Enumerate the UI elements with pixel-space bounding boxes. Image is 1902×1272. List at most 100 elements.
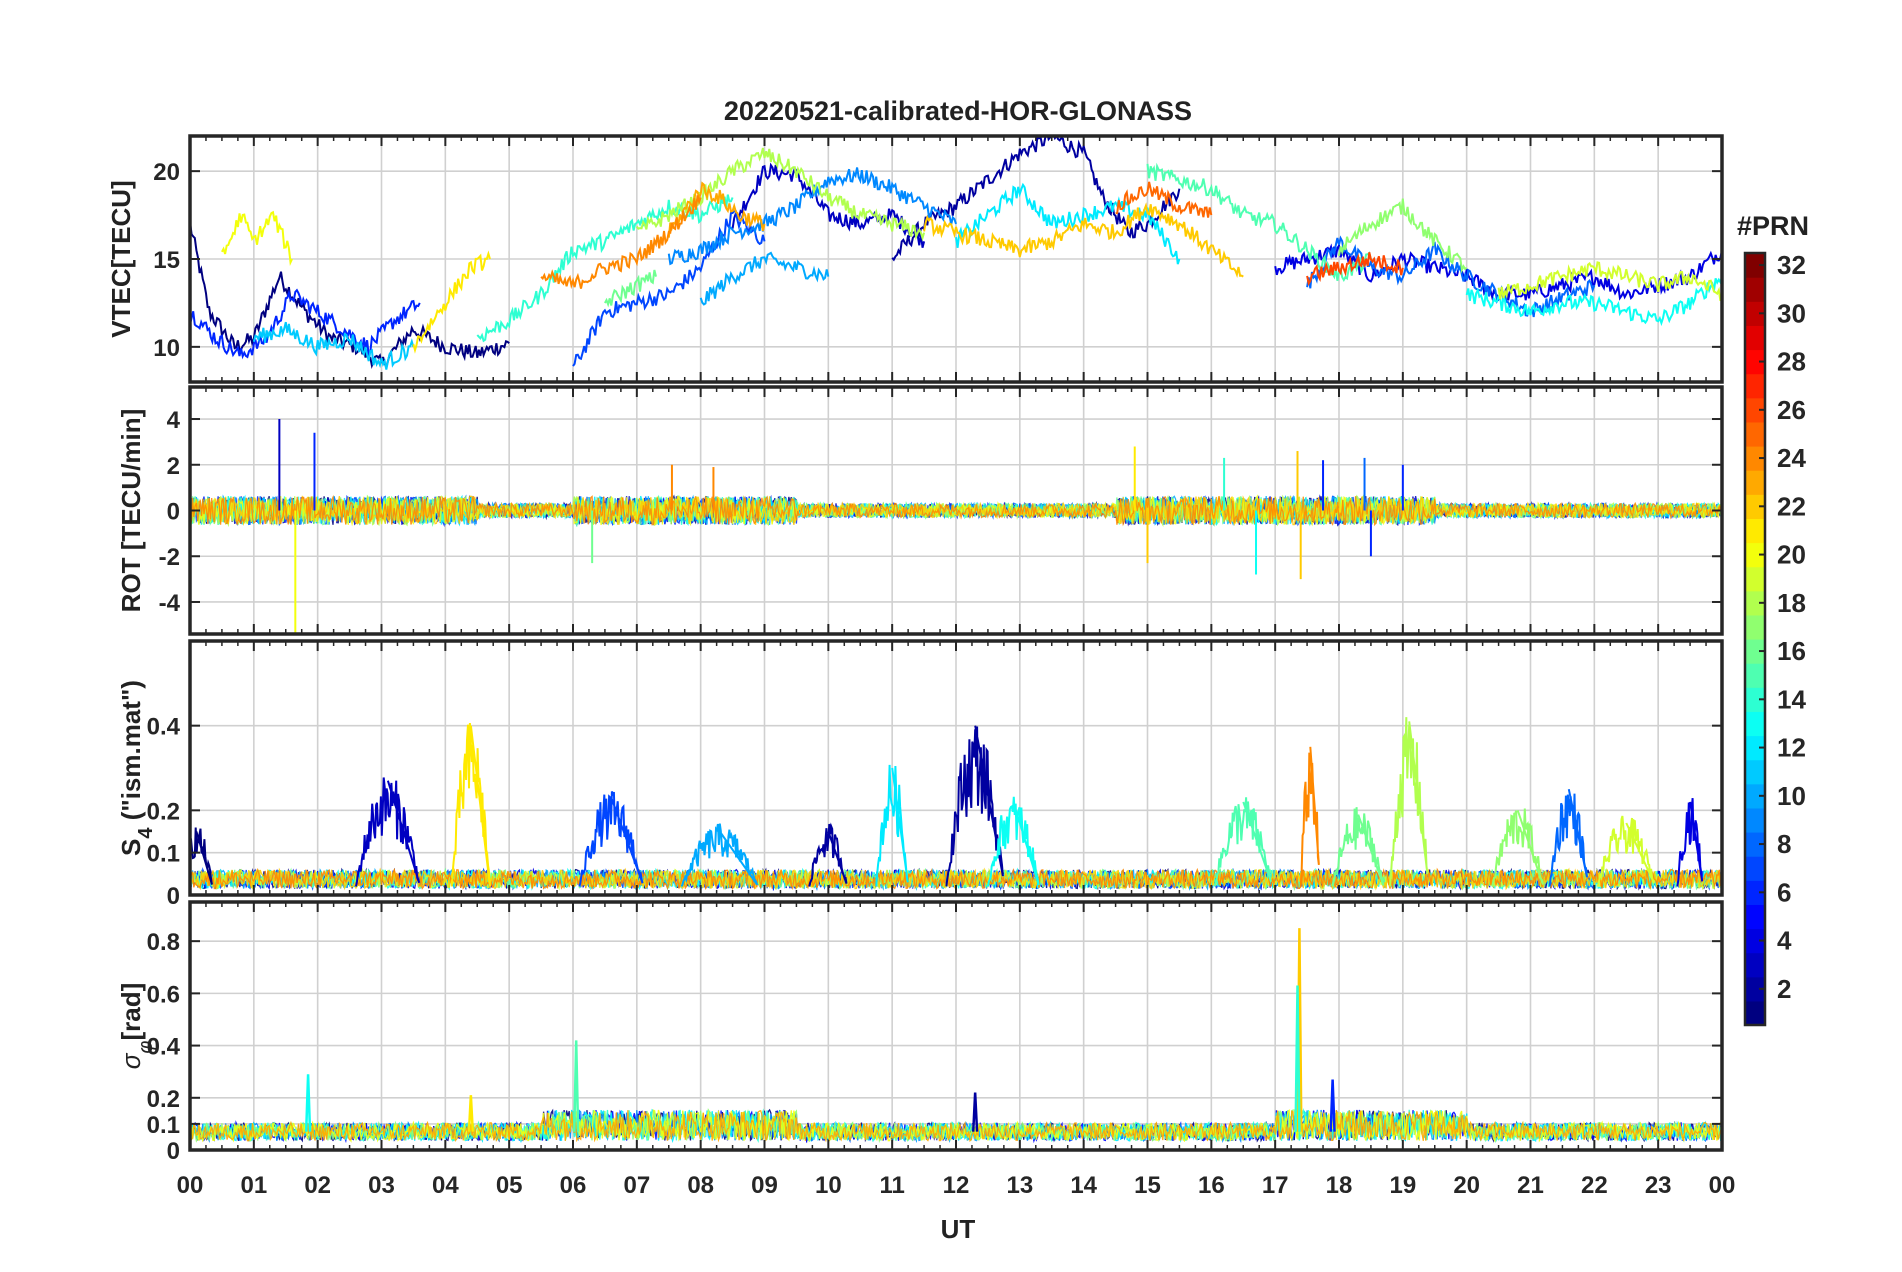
scintillation-event: [808, 822, 848, 887]
colorbar-segment: [1745, 783, 1765, 809]
scintillation-event: [945, 725, 1004, 887]
colorbar-segment: [1745, 590, 1765, 616]
y-tick-label: 0: [167, 883, 180, 910]
y-tick-label: 0.1: [147, 841, 180, 868]
y-tick-label: 20: [153, 159, 180, 186]
colorbar-segment: [1745, 639, 1765, 664]
x-tick-label: 12: [943, 1172, 970, 1199]
x-tick-label: 18: [1326, 1172, 1353, 1199]
series-line-prn-22: [923, 202, 1244, 278]
colorbar-tick-label: 12: [1777, 733, 1806, 763]
series-line-prn-24: [190, 867, 1722, 891]
grid: [189, 641, 1723, 896]
series-line-prn-24: [190, 494, 1722, 527]
colorbar-label: #PRN: [1737, 211, 1809, 241]
colorbar-segment: [1745, 397, 1765, 423]
x-tick-label: 20: [1453, 1172, 1480, 1199]
x-tick-label: 06: [560, 1172, 587, 1199]
colorbar-tick-label: 14: [1777, 684, 1806, 714]
y-axis-label: S4 ("ism.mat"): [116, 680, 157, 856]
colorbar-segment: [1745, 759, 1765, 785]
spike-mark: [304, 1074, 312, 1132]
colorbar-segment: [1745, 349, 1765, 375]
series-line-prn-17: [1338, 198, 1468, 274]
y-tick-label: 2: [167, 453, 180, 480]
y-tick-label: 0.6: [147, 981, 180, 1008]
series-line-prn-24: [540, 195, 702, 290]
scintillation-event: [1331, 807, 1385, 887]
y-axis-label: ROT [TECU/min]: [116, 409, 146, 613]
series-line-prn-21: [412, 250, 491, 354]
x-tick-label: 00: [1709, 1172, 1736, 1199]
series-line-prn-12: [955, 182, 1181, 265]
y-tick-label: 0.4: [147, 1034, 181, 1061]
colorbar-segment: [1745, 928, 1765, 954]
spike-mark: [971, 1092, 979, 1132]
x-tick-label: 02: [304, 1172, 331, 1199]
x-tick-label: 11: [879, 1172, 904, 1199]
series-line-prn-11: [252, 321, 415, 370]
scintillation-event: [680, 823, 759, 887]
y-tick-label: 4: [167, 407, 181, 434]
colorbar-tick-label: 28: [1777, 347, 1806, 377]
colorbar-tick-label: 16: [1777, 636, 1806, 666]
colorbar-segment: [1745, 952, 1765, 978]
series-line-prn-23: [190, 1109, 1722, 1143]
axes-frame: [188, 134, 1724, 384]
colorbar-segment: [1745, 711, 1765, 737]
grid: [189, 136, 1723, 382]
series-line-prn-26: [1306, 252, 1404, 287]
scintillation-event: [1389, 717, 1429, 887]
colorbar-tick-label: 24: [1777, 443, 1806, 473]
series-line-prn-19: [1497, 261, 1722, 302]
scintillation-event: [1299, 746, 1320, 887]
plot-area: [190, 136, 1722, 370]
colorbar-tick-label: 10: [1777, 781, 1806, 811]
y-tick-label: 15: [153, 247, 180, 274]
scintillation-event: [355, 777, 421, 887]
scintillation-event: [1213, 797, 1272, 887]
colorbar-segment: [1745, 470, 1765, 495]
x-tick-label: 09: [751, 1172, 778, 1199]
scintillation-event: [875, 764, 909, 887]
x-tick-label: 05: [496, 1172, 523, 1199]
scintillation-event: [1491, 808, 1544, 887]
colorbar-segment: [1745, 1000, 1765, 1026]
spike-mark: [573, 1040, 580, 1132]
colorbar-segment: [1745, 807, 1765, 833]
scintillation-event: [578, 791, 644, 887]
x-tick-label: 01: [240, 1172, 267, 1199]
y-tick-label: 0.4: [147, 714, 181, 741]
scintillation-event: [1596, 815, 1655, 887]
scintillation-event: [986, 796, 1040, 887]
y-axis-label: σφ[rad]: [116, 983, 157, 1070]
panel-rot: -4 -2 0 2 4 ROT [TECU/min]: [116, 385, 1724, 636]
spike-mark: [1329, 1079, 1336, 1132]
series-line-prn-12: [190, 1108, 1722, 1144]
x-tick-label: 07: [623, 1172, 650, 1199]
colorbar-segment: [1745, 373, 1765, 399]
y-tick-label: 0: [167, 499, 180, 526]
y-tick-label: 0.1: [147, 1112, 180, 1139]
series-line-prn-18: [635, 147, 926, 242]
x-tick-label: 23: [1645, 1172, 1672, 1199]
y-tick-label: 0: [167, 1138, 180, 1165]
colorbar-tick-label: 8: [1777, 829, 1791, 859]
x-tick-label: 08: [687, 1172, 714, 1199]
colorbar-segment: [1745, 518, 1765, 544]
x-tick-label: 16: [1198, 1172, 1225, 1199]
x-tick-label: 13: [1006, 1172, 1033, 1199]
x-tick-label: 22: [1581, 1172, 1608, 1199]
y-tick-label: 0.8: [147, 929, 180, 956]
colorbar-segment: [1745, 856, 1765, 881]
colorbar-segment: [1745, 494, 1765, 519]
axes-frame: [188, 900, 1724, 1152]
colorbar-tick-label: 6: [1777, 877, 1791, 907]
x-tick-label: 14: [1070, 1172, 1097, 1199]
colorbar-tick-label: 4: [1777, 926, 1792, 956]
series-line-prn-7: [572, 210, 766, 367]
colorbar-tick-label: 20: [1777, 540, 1806, 570]
